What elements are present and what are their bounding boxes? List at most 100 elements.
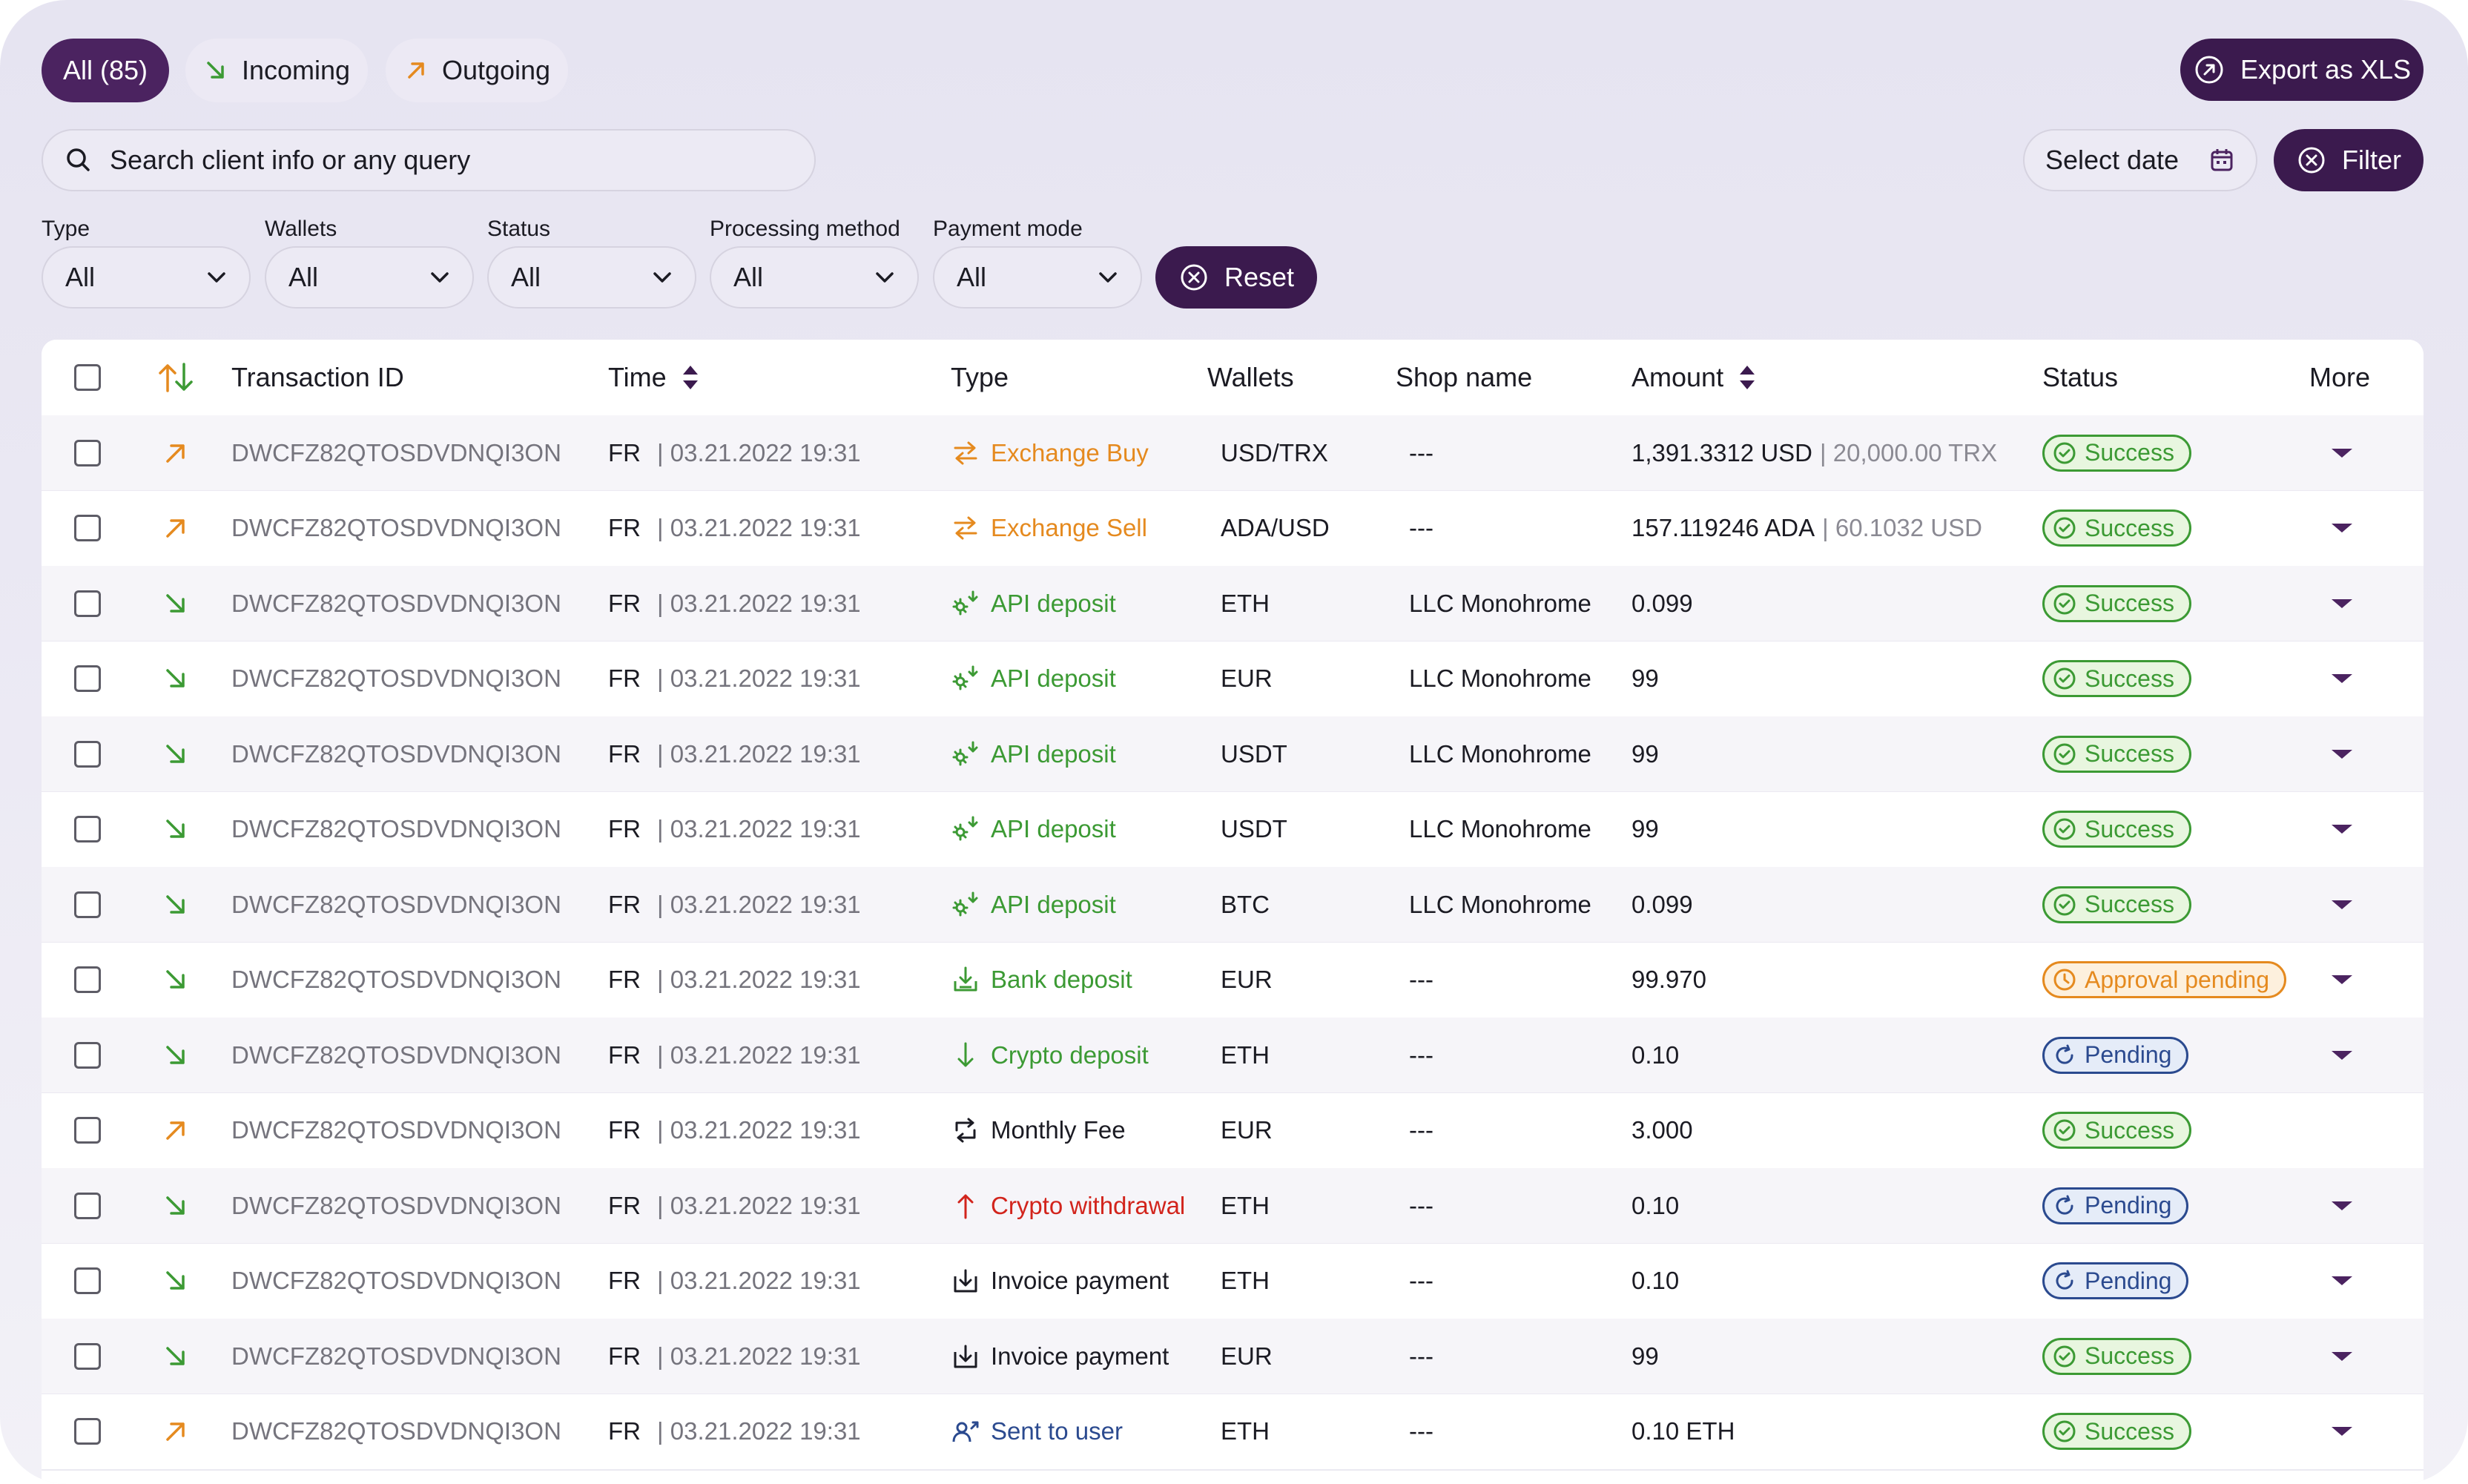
filter-type-value: All: [65, 262, 96, 292]
send-user-icon: [951, 1417, 980, 1446]
transaction-date: | 03.21.2022 19:31: [657, 1116, 861, 1144]
header-time[interactable]: Time: [608, 340, 701, 415]
tab-all-label: All (85): [62, 55, 148, 85]
country-code: FR: [608, 739, 641, 768]
amount-primary: 0.10 ETH: [1631, 1417, 1735, 1445]
expand-row-chevron-icon[interactable]: [2332, 716, 2352, 791]
expand-row-chevron-icon[interactable]: [2332, 1394, 2352, 1469]
amount-primary: 99.970: [1631, 966, 1706, 993]
sort-direction-icon[interactable]: [156, 340, 197, 415]
table-row[interactable]: DWCFZ82QTOSDVDNQI3ON FR | 03.21.2022 19:31…: [42, 415, 2424, 492]
row-checkbox[interactable]: [74, 1319, 101, 1394]
expand-row-chevron-icon[interactable]: [2332, 792, 2352, 867]
transaction-type-label: Invoice payment: [991, 1267, 1169, 1294]
tab-incoming[interactable]: Incoming: [185, 39, 368, 102]
table-row[interactable]: DWCFZ82QTOSDVDNQI3ON FR | 03.21.2022 19:31…: [42, 791, 2424, 868]
transaction-type: Invoice payment: [951, 1319, 1169, 1394]
row-checkbox[interactable]: [74, 1093, 101, 1168]
row-checkbox[interactable]: [74, 1168, 101, 1243]
row-checkbox[interactable]: [74, 716, 101, 791]
tab-all[interactable]: All (85): [42, 39, 169, 102]
filter-status-value: All: [511, 262, 541, 292]
row-checkbox[interactable]: [74, 943, 101, 1018]
select-all-checkbox[interactable]: [74, 340, 101, 415]
expand-row-chevron-icon[interactable]: [2332, 415, 2352, 490]
table-row[interactable]: DWCFZ82QTOSDVDNQI3ON FR | 03.21.2022 19:31…: [42, 566, 2424, 642]
header-time-label: Time: [608, 362, 667, 392]
table-row[interactable]: DWCFZ82QTOSDVDNQI3ON FR | 03.21.2022 19:31…: [42, 1319, 2424, 1395]
export-xls-button[interactable]: Export as XLS: [2180, 39, 2424, 101]
filter-type-select[interactable]: All: [42, 246, 251, 309]
table-row[interactable]: DWCFZ82QTOSDVDNQI3ON FR | 03.21.2022 19:31…: [42, 1168, 2424, 1244]
amount-primary: 0.10: [1631, 1191, 1680, 1219]
header-amount[interactable]: Amount: [1631, 340, 1758, 415]
row-checkbox[interactable]: [74, 1394, 101, 1469]
row-checkbox[interactable]: [74, 1244, 101, 1319]
table-row[interactable]: DWCFZ82QTOSDVDNQI3ON FR | 03.21.2022 19:31…: [42, 490, 2424, 567]
outgoing-arrow-icon: [162, 415, 190, 490]
incoming-arrow-icon: [162, 642, 190, 716]
expand-row-chevron-icon[interactable]: [2332, 1168, 2352, 1243]
reset-button[interactable]: Reset: [1155, 246, 1317, 309]
transaction-id: DWCFZ82QTOSDVDNQI3ON: [231, 1417, 561, 1445]
transaction-id: DWCFZ82QTOSDVDNQI3ON: [231, 890, 561, 918]
amount: 0.10: [1631, 1168, 1679, 1243]
calendar-icon: [2208, 147, 2235, 174]
table-row[interactable]: DWCFZ82QTOSDVDNQI3ON FR | 03.21.2022 19:31…: [42, 942, 2424, 1019]
row-checkbox[interactable]: [74, 566, 101, 641]
amount-primary: 157.119246 ADA: [1631, 514, 1815, 541]
status-label: Success: [2085, 815, 2174, 842]
row-checkbox[interactable]: [74, 415, 101, 490]
transaction-type: Invoice payment: [951, 1244, 1169, 1319]
amount: 157.119246 ADA | 60.1032 USD: [1631, 491, 1982, 566]
table-row[interactable]: DWCFZ82QTOSDVDNQI3ON FR | 03.21.2022 19:31…: [42, 1018, 2424, 1094]
filter-status-select[interactable]: All: [487, 246, 696, 309]
amount-primary: 99: [1631, 815, 1659, 842]
expand-row-chevron-icon[interactable]: [2332, 1244, 2352, 1319]
table-row[interactable]: DWCFZ82QTOSDVDNQI3ON FR | 03.21.2022 19:31…: [42, 1092, 2424, 1170]
filter-wallets-select[interactable]: All: [265, 246, 474, 309]
expand-row-chevron-icon[interactable]: [2332, 867, 2352, 942]
table-row[interactable]: DWCFZ82QTOSDVDNQI3ON FR | 03.21.2022 19:31…: [42, 716, 2424, 793]
table-row[interactable]: DWCFZ82QTOSDVDNQI3ON FR | 03.21.2022 19:31…: [42, 867, 2424, 943]
row-checkbox[interactable]: [74, 867, 101, 942]
check-circle-icon: [2052, 892, 2077, 917]
incoming-arrow-icon: [162, 867, 190, 942]
table-row[interactable]: DWCFZ82QTOSDVDNQI3ON FR | 03.21.2022 19:31…: [42, 641, 2424, 718]
row-checkbox[interactable]: [74, 1018, 101, 1092]
status-badge: Success: [2042, 434, 2191, 472]
filter-button[interactable]: Filter: [2274, 129, 2424, 191]
country-code: FR: [608, 1417, 641, 1445]
expand-row-chevron-icon[interactable]: [2332, 566, 2352, 641]
check-circle-icon: [2052, 817, 2077, 842]
refresh-icon: [2052, 1193, 2077, 1218]
expand-row-chevron-icon[interactable]: [2332, 642, 2352, 716]
select-date-button[interactable]: Select date: [2023, 129, 2257, 191]
transaction-id: DWCFZ82QTOSDVDNQI3ON: [231, 1267, 561, 1294]
header-amount-label: Amount: [1631, 362, 1724, 392]
filter-payment-mode-select[interactable]: All: [933, 246, 1142, 309]
outgoing-arrow-icon: [403, 58, 429, 83]
table-row[interactable]: DWCFZ82QTOSDVDNQI3ON FR | 03.21.2022 19:31…: [42, 1243, 2424, 1320]
tab-outgoing[interactable]: Outgoing: [386, 39, 568, 102]
expand-row-chevron-icon[interactable]: [2332, 1018, 2352, 1092]
status-cell: Approval pending: [2042, 943, 2287, 1018]
table-row[interactable]: DWCFZ82QTOSDVDNQI3ON FR | 03.21.2022 19:31…: [42, 1394, 2424, 1471]
country-code: FR: [608, 589, 641, 617]
expand-row-chevron-icon[interactable]: [2332, 943, 2352, 1018]
row-checkbox[interactable]: [74, 491, 101, 566]
expand-row-chevron-icon[interactable]: [2332, 491, 2352, 566]
sort-icon: [680, 363, 701, 392]
transaction-date: | 03.21.2022 19:31: [657, 438, 861, 466]
search-input[interactable]: Search client info or any query: [42, 129, 816, 191]
wallet: EUR: [1221, 1116, 1273, 1144]
status-label: Approval pending: [2085, 966, 2270, 993]
transaction-type: API deposit: [951, 716, 1116, 791]
filter-processing-select[interactable]: All: [710, 246, 919, 309]
row-checkbox[interactable]: [74, 642, 101, 716]
reset-label: Reset: [1224, 262, 1295, 292]
expand-row-chevron-icon[interactable]: [2332, 1319, 2352, 1394]
refresh-icon: [2052, 1043, 2077, 1068]
row-checkbox[interactable]: [74, 792, 101, 867]
transaction-type-label: API deposit: [991, 739, 1116, 768]
